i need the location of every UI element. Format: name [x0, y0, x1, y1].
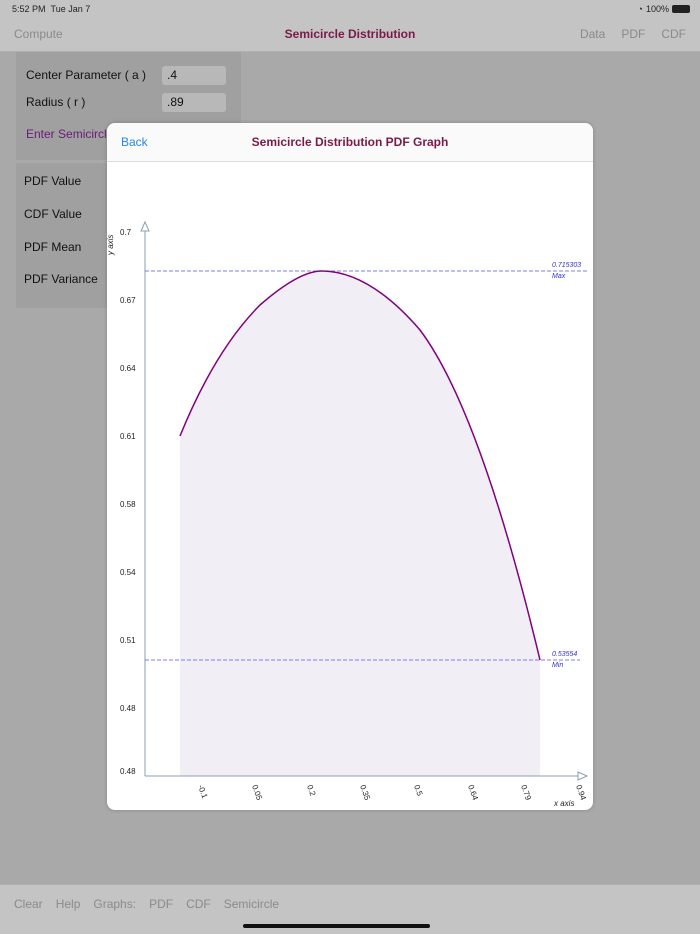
- svg-text:0.35: 0.35: [358, 784, 372, 802]
- pdf-button[interactable]: PDF: [621, 27, 646, 41]
- modal-header: Back Semicircle Distribution PDF Graph: [107, 123, 593, 162]
- status-right: ◔ 100%: [638, 4, 690, 14]
- wifi-icon: ◔: [637, 4, 643, 14]
- x-axis-arrow-icon: [577, 771, 589, 781]
- pdf-curve: [179, 270, 541, 661]
- status-time: 5:52 PM Tue Jan 7: [12, 4, 91, 14]
- cdf-graph-button[interactable]: CDF: [186, 897, 211, 911]
- cdf-value-label: CDF Value: [24, 207, 82, 221]
- compute-button[interactable]: Compute: [14, 27, 63, 41]
- status-bar: 5:52 PM Tue Jan 7 ◔ 100%: [0, 0, 700, 18]
- svg-text:0.05: 0.05: [250, 784, 264, 802]
- svg-text:x axis: x axis: [553, 799, 574, 808]
- pdf-chart: 0.7 0.67 0.64 0.61 0.58 0.54 0.51 0.48 0…: [107, 220, 589, 808]
- enter-prompt: Enter Semicircle: [26, 127, 114, 141]
- graphs-label: Graphs:: [93, 897, 137, 911]
- svg-text:0.2: 0.2: [305, 784, 317, 798]
- y-axis-arrow-icon: [140, 220, 150, 232]
- svg-text:0.67: 0.67: [120, 296, 136, 305]
- svg-text:0.53554: 0.53554: [552, 651, 577, 658]
- nav-title: Semicircle Distribution: [284, 27, 416, 41]
- center-label: Center Parameter ( a ): [26, 68, 147, 82]
- svg-text:Min: Min: [552, 662, 563, 669]
- svg-text:-0.1: -0.1: [196, 784, 209, 801]
- svg-text:0.48: 0.48: [120, 767, 136, 776]
- battery-percent: 100%: [645, 4, 669, 14]
- svg-text:0.7: 0.7: [120, 228, 132, 237]
- svg-text:0.61: 0.61: [120, 432, 136, 441]
- clear-button[interactable]: Clear: [14, 897, 43, 911]
- home-indicator: [243, 924, 430, 928]
- svg-text:0.79: 0.79: [519, 784, 533, 802]
- svg-text:0.51: 0.51: [120, 636, 136, 645]
- svg-text:0.715303: 0.715303: [552, 262, 581, 269]
- chart-fill: [180, 270, 540, 776]
- pdf-graph-button[interactable]: PDF: [149, 897, 174, 911]
- modal-title: Semicircle Distribution PDF Graph: [251, 135, 449, 149]
- pdf-variance-label: PDF Variance: [24, 272, 98, 286]
- svg-text:0.64: 0.64: [466, 784, 480, 802]
- graph-modal: Back Semicircle Distribution PDF Graph 0…: [107, 123, 593, 810]
- svg-text:0.48: 0.48: [120, 704, 136, 713]
- svg-text:y axis: y axis: [107, 235, 115, 256]
- svg-text:Max: Max: [552, 273, 566, 280]
- pdf-value-label: PDF Value: [24, 174, 82, 188]
- navigation-bar: 5:52 PM Tue Jan 7 ◔ 100% Compute Semicir…: [0, 0, 700, 52]
- pdf-mean-label: PDF Mean: [24, 240, 82, 254]
- svg-text:0.5: 0.5: [412, 784, 424, 798]
- nav-right-buttons: Data PDF CDF: [580, 27, 686, 41]
- back-button[interactable]: Back: [121, 135, 148, 149]
- cdf-button[interactable]: CDF: [661, 27, 686, 41]
- svg-text:0.54: 0.54: [120, 568, 136, 577]
- battery-icon: [672, 5, 690, 13]
- radius-input[interactable]: .89: [162, 93, 226, 112]
- svg-text:0.94: 0.94: [574, 784, 588, 802]
- help-button[interactable]: Help: [55, 897, 81, 911]
- data-button[interactable]: Data: [579, 27, 606, 41]
- svg-text:0.64: 0.64: [120, 364, 136, 373]
- semicircle-graph-button[interactable]: Semicircle: [223, 897, 280, 911]
- svg-text:0.58: 0.58: [120, 500, 136, 509]
- center-input[interactable]: .4: [162, 66, 226, 85]
- radius-label: Radius ( r ): [26, 95, 86, 109]
